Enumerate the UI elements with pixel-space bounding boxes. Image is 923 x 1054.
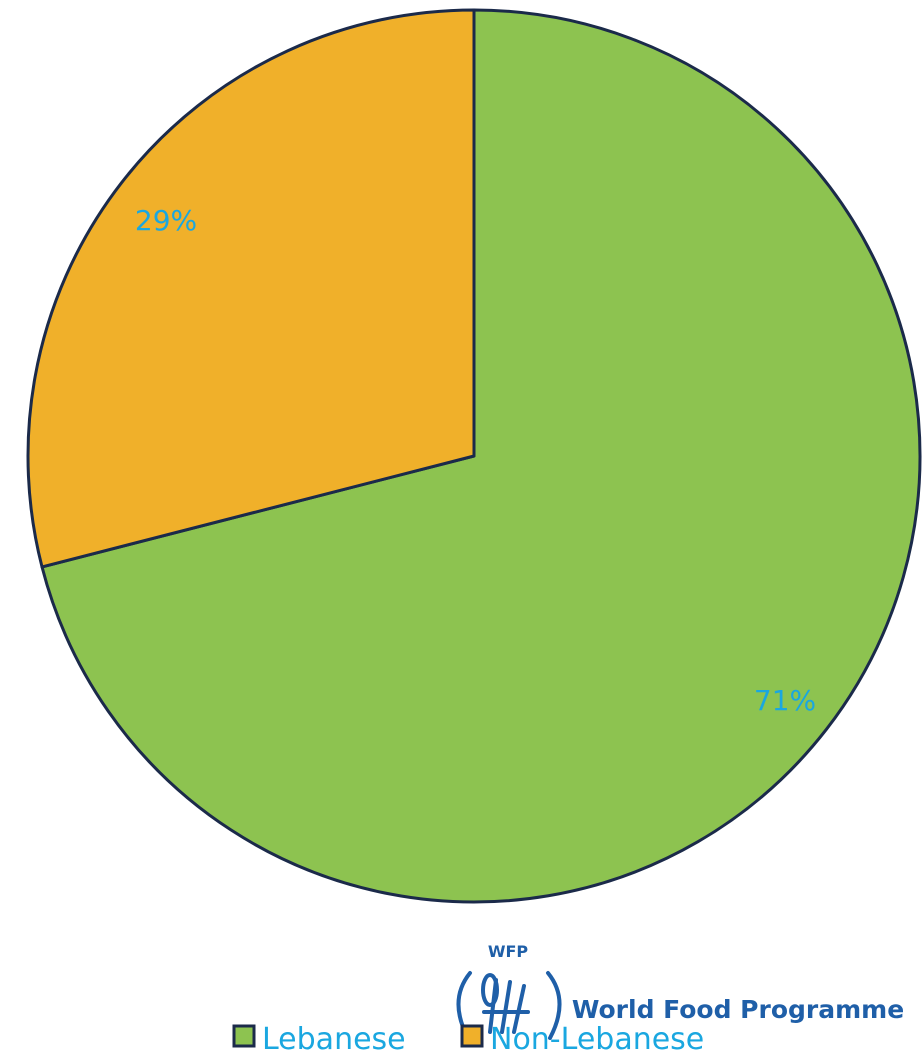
- legend-swatch-lebanese: [232, 1024, 256, 1048]
- legend-swatch-non-lebanese: [460, 1024, 484, 1048]
- pie-data-labels: 71% 29%: [135, 204, 816, 717]
- wfp-logo: WFP World Food Programme: [456, 942, 904, 1040]
- legend-label-lebanese: Lebanese: [262, 1022, 406, 1050]
- legend-label-non-lebanese: Non-Lebanese: [490, 1022, 704, 1050]
- pie-slice-lebanese: [40, 8, 922, 904]
- legend: Lebanese Non-Lebanese: [232, 1022, 704, 1054]
- data-label-lebanese: 71%: [754, 684, 816, 717]
- data-label-non-lebanese: 29%: [135, 204, 197, 237]
- pie-slice-non-lebanese: [26, 8, 476, 569]
- logo-acronym: WFP: [488, 942, 529, 961]
- pie-slices: [26, 8, 922, 904]
- logo-name: World Food Programme: [572, 995, 904, 1024]
